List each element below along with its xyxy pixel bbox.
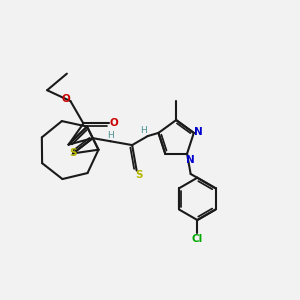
Text: Cl: Cl — [192, 234, 203, 244]
Text: H: H — [140, 126, 147, 135]
Text: N: N — [194, 127, 203, 137]
Text: S: S — [135, 170, 142, 180]
Text: S: S — [69, 148, 77, 158]
Text: O: O — [61, 94, 70, 104]
Text: N: N — [186, 154, 194, 165]
Text: H: H — [107, 131, 114, 140]
Text: O: O — [110, 118, 118, 128]
